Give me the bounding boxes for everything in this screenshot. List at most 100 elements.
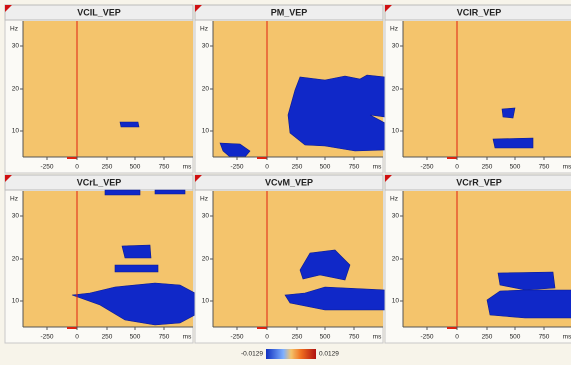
panel-title: VCIL_VEP	[77, 7, 121, 17]
x-tick-label: 750	[349, 164, 360, 171]
colorbar-scale	[266, 349, 316, 359]
blob	[121, 244, 152, 259]
x-tick-label: 0	[265, 334, 269, 341]
colorbar-max: 0.0129	[319, 351, 339, 358]
x-unit: ms	[373, 164, 382, 171]
blob	[287, 74, 386, 152]
blob	[119, 121, 140, 128]
corner-marker	[385, 5, 392, 12]
x-tick-label: -250	[420, 164, 433, 171]
title-bar	[4, 174, 194, 191]
y-tick-label: 30	[12, 43, 20, 50]
y-unit: Hz	[200, 26, 208, 33]
corner-marker	[5, 175, 12, 182]
x-unit: ms	[563, 164, 571, 171]
y-tick-label: 10	[12, 128, 20, 135]
x-tick-label: 250	[102, 164, 113, 171]
panel-title: VCIR_VEP	[457, 7, 502, 17]
panel: VCIR_VEP -250 0 250 500 750 ms 30 20 10 Hz	[384, 4, 571, 174]
y-tick-label: 10	[202, 298, 210, 305]
blob	[114, 264, 159, 273]
x-tick-label: 500	[320, 164, 331, 171]
panel: VCrR_VEP -250 0 250 500 750 ms 30 20 10 Hz	[384, 174, 571, 344]
x-tick-label: 500	[130, 164, 141, 171]
corner-marker	[195, 175, 202, 182]
x-tick-label: 750	[159, 164, 170, 171]
x-tick-label: 0	[75, 164, 79, 171]
blob	[486, 289, 571, 319]
blob	[299, 249, 351, 281]
x-tick-label: 0	[75, 334, 79, 341]
y-tick-label: 20	[12, 86, 20, 93]
x-tick-label: -250	[420, 334, 433, 341]
y-unit: Hz	[390, 26, 398, 33]
y-tick-label: 30	[392, 43, 400, 50]
title-bar	[384, 4, 571, 21]
x-tick-label: 750	[539, 334, 550, 341]
x-tick-label: -250	[230, 334, 243, 341]
x-tick-label: 250	[292, 334, 303, 341]
y-tick-label: 10	[392, 128, 400, 135]
y-unit: Hz	[10, 196, 18, 203]
x-tick-label: 0	[265, 164, 269, 171]
panel: VCIL_VEP -250 0 250 500 750 ms 30 20 10 Hz	[4, 4, 194, 174]
x-tick-label: 750	[539, 164, 550, 171]
y-unit: Hz	[10, 26, 18, 33]
panel: VCrL_VEP -250 0 250 500 750 ms 30 20 10 Hz	[4, 174, 196, 344]
x-unit: ms	[183, 164, 192, 171]
title-bar	[194, 4, 384, 21]
y-tick-label: 20	[202, 256, 210, 263]
y-unit: Hz	[390, 196, 398, 203]
colorbar: -0.0129 0.0129	[241, 349, 339, 359]
panels: VCIL_VEP -250 0 250 500 750 ms 30 20 10 Hz PM_VEP -2…	[4, 4, 571, 344]
x-tick-label: 250	[292, 164, 303, 171]
x-unit: ms	[373, 334, 382, 341]
blob	[104, 189, 141, 196]
y-tick-label: 10	[392, 298, 400, 305]
panel: PM_VEP -250 0 250 500 750 ms 30 20 10 Hz	[194, 4, 386, 174]
title-bar	[194, 174, 384, 191]
plot-area	[403, 21, 571, 157]
x-tick-label: 500	[130, 334, 141, 341]
x-tick-label: 250	[482, 334, 493, 341]
x-unit: ms	[183, 334, 192, 341]
y-tick-label: 20	[392, 256, 400, 263]
x-tick-label: 750	[159, 334, 170, 341]
x-unit: ms	[563, 334, 571, 341]
x-tick-label: 0	[455, 164, 459, 171]
y-tick-label: 10	[12, 298, 20, 305]
corner-marker	[385, 175, 392, 182]
blob	[492, 137, 534, 149]
x-tick-label: -250	[40, 334, 53, 341]
x-tick-label: 0	[455, 334, 459, 341]
plot-area	[23, 21, 193, 157]
y-tick-label: 20	[202, 86, 210, 93]
title-bar	[384, 174, 571, 191]
panel-title: VCrR_VEP	[456, 177, 502, 187]
corner-marker	[195, 5, 202, 12]
x-tick-label: 500	[320, 334, 331, 341]
y-tick-label: 20	[12, 256, 20, 263]
panel-title: VCrL_VEP	[77, 177, 122, 187]
y-tick-label: 30	[202, 43, 210, 50]
y-tick-label: 30	[12, 213, 20, 220]
panel: VCvM_VEP -250 0 250 500 750 ms 30 20 10 Hz	[194, 174, 386, 344]
title-bar	[4, 4, 194, 21]
blob	[154, 189, 186, 195]
y-tick-label: 20	[392, 86, 400, 93]
y-unit: Hz	[200, 196, 208, 203]
panel-title: VCvM_VEP	[265, 177, 313, 187]
y-tick-label: 30	[392, 213, 400, 220]
x-tick-label: 500	[510, 164, 521, 171]
y-tick-label: 10	[202, 128, 210, 135]
x-tick-label: 750	[349, 334, 360, 341]
x-tick-label: 500	[510, 334, 521, 341]
blob	[501, 107, 516, 119]
corner-marker	[5, 5, 12, 12]
x-tick-label: -250	[40, 164, 53, 171]
x-tick-label: 250	[482, 164, 493, 171]
y-tick-label: 30	[202, 213, 210, 220]
x-tick-label: 250	[102, 334, 113, 341]
blob	[497, 271, 556, 291]
